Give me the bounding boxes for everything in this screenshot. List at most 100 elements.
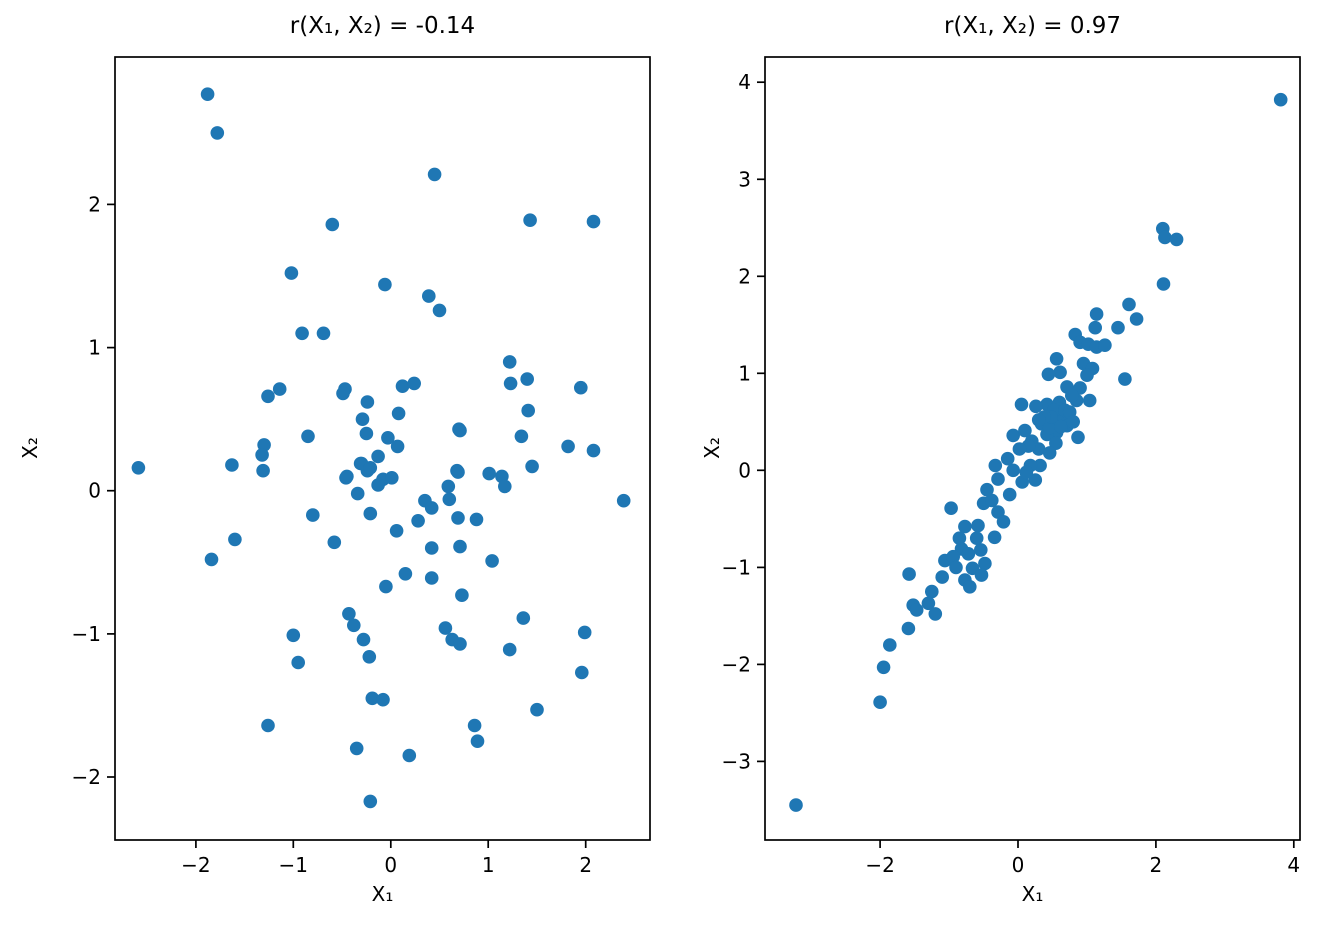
- data-point: [1158, 230, 1172, 245]
- data-point: [381, 431, 395, 445]
- data-point: [616, 493, 631, 508]
- data-point: [1098, 338, 1112, 353]
- data-point: [1071, 430, 1085, 445]
- data-point: [971, 518, 985, 533]
- left-plot-title: r(X₁, X₂) = -0.14: [289, 13, 476, 39]
- data-point: [390, 439, 405, 454]
- data-point: [525, 459, 539, 474]
- data-point: [385, 471, 399, 485]
- data-point: [376, 692, 390, 707]
- data-point: [325, 217, 340, 232]
- data-point: [586, 214, 601, 229]
- data-point: [901, 621, 916, 636]
- data-point: [952, 531, 967, 545]
- data-point: [261, 389, 275, 404]
- data-point: [284, 266, 299, 280]
- data-point: [427, 167, 442, 182]
- data-point: [974, 543, 988, 557]
- data-point: [295, 326, 309, 341]
- data-point: [1065, 388, 1079, 403]
- data-point: [1169, 232, 1184, 247]
- data-point: [1089, 307, 1104, 321]
- data-point: [355, 412, 370, 427]
- x-tick-label: 1: [482, 853, 495, 877]
- data-point: [482, 466, 497, 481]
- x-tick-label: 0: [384, 853, 397, 877]
- data-point: [523, 213, 537, 227]
- data-point: [1042, 446, 1057, 460]
- data-point: [272, 382, 287, 396]
- data-point: [378, 277, 392, 292]
- data-point: [502, 355, 517, 369]
- data-point: [363, 461, 378, 475]
- data-point: [961, 547, 976, 561]
- data-point: [371, 449, 385, 464]
- data-point: [520, 372, 534, 386]
- data-point: [389, 524, 404, 538]
- data-point: [256, 463, 270, 478]
- data-point: [577, 625, 592, 640]
- data-point: [1049, 352, 1064, 366]
- y-tick-label: 0: [738, 458, 751, 482]
- data-point: [455, 588, 469, 602]
- data-point: [1031, 442, 1046, 456]
- data-point: [561, 439, 575, 454]
- y-tick-label: 1: [88, 336, 101, 360]
- data-point: [1029, 399, 1043, 414]
- y-tick-label: −2: [72, 765, 101, 789]
- data-point: [1129, 312, 1144, 326]
- y-tick-label: 0: [88, 479, 101, 503]
- data-point: [949, 560, 963, 575]
- data-point: [379, 579, 393, 594]
- data-point: [452, 422, 466, 437]
- data-point: [883, 638, 897, 652]
- data-point: [944, 501, 958, 515]
- data-point: [925, 584, 939, 599]
- data-point: [363, 506, 378, 521]
- data-point: [574, 380, 588, 395]
- x-tick-label: 2: [579, 853, 592, 877]
- data-point: [978, 556, 992, 571]
- data-point: [453, 539, 467, 554]
- data-point: [363, 794, 378, 809]
- data-point: [958, 519, 972, 534]
- data-point: [225, 458, 239, 472]
- data-point: [1082, 393, 1097, 408]
- data-point: [921, 596, 936, 611]
- data-point: [980, 482, 994, 497]
- data-point: [467, 718, 482, 733]
- data-point: [586, 443, 601, 458]
- data-point: [407, 376, 422, 391]
- data-point: [1080, 368, 1094, 383]
- data-point: [1053, 365, 1067, 380]
- data-point: [1002, 487, 1017, 502]
- data-point: [1066, 415, 1080, 429]
- data-point: [974, 568, 989, 582]
- data-point: [306, 508, 320, 522]
- data-point: [327, 535, 342, 550]
- x-tick-label: 2: [1150, 853, 1163, 877]
- data-point: [395, 379, 410, 394]
- y-tick-label: −3: [722, 749, 751, 773]
- y-tick-label: 3: [738, 167, 751, 191]
- data-point: [469, 512, 484, 527]
- y-tick-label: −2: [722, 652, 751, 676]
- data-point: [347, 618, 361, 633]
- data-point: [411, 514, 425, 528]
- data-point: [131, 461, 146, 475]
- left-x-axis-label: X₁: [371, 882, 394, 906]
- data-point: [991, 472, 1005, 486]
- data-point: [451, 511, 465, 525]
- data-point: [365, 691, 380, 706]
- data-point: [470, 734, 485, 748]
- data-point: [789, 798, 803, 812]
- right-y-axis-label: X₂: [700, 437, 724, 459]
- y-tick-label: 2: [738, 264, 751, 288]
- axes-spine: [764, 56, 1301, 841]
- data-point: [424, 571, 439, 585]
- data-point: [514, 429, 529, 444]
- x-tick-label: 0: [1012, 853, 1025, 877]
- data-point: [485, 554, 499, 568]
- data-point: [391, 406, 406, 421]
